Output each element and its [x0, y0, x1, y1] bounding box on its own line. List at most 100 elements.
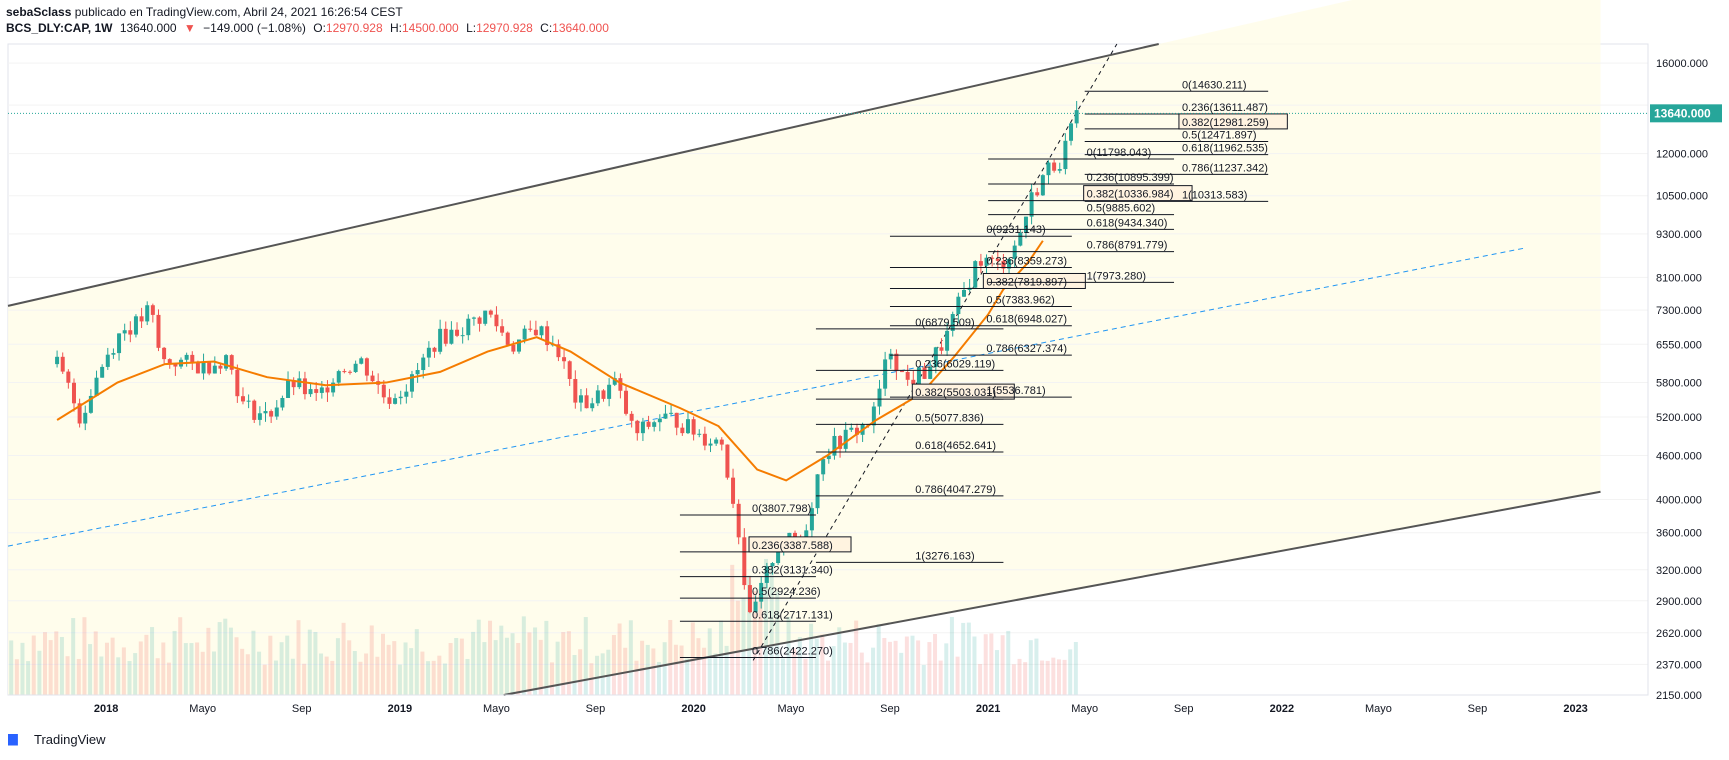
- candle-body: [1040, 175, 1045, 196]
- fib-level-label: 0.786(8791.779): [1087, 240, 1168, 252]
- volume-bar: [628, 620, 633, 695]
- candle-body: [1052, 162, 1057, 171]
- candle-body: [511, 344, 516, 352]
- volume-bar: [527, 632, 532, 695]
- candle-body: [77, 403, 82, 424]
- volume-bar: [386, 644, 391, 695]
- volume-bar: [910, 635, 915, 695]
- candle-body: [353, 363, 358, 373]
- volume-bar: [448, 643, 453, 695]
- volume-bar: [606, 649, 611, 695]
- volume-bar: [955, 656, 960, 695]
- volume-bar: [364, 653, 369, 695]
- volume-bar: [358, 661, 363, 695]
- tradingview-logo[interactable]: TradingView: [8, 732, 106, 747]
- volume-bar: [1056, 659, 1061, 695]
- candle-body: [877, 388, 882, 407]
- price-tick-label: 4000.000: [1656, 495, 1702, 507]
- time-tick-label: 2020: [681, 703, 705, 715]
- volume-bar: [713, 653, 718, 695]
- volume-bar: [121, 647, 126, 695]
- volume-bar: [657, 661, 662, 695]
- publish-line: sebaSclass publicado en TradingView.com,…: [6, 4, 613, 20]
- volume-bar: [493, 640, 498, 695]
- candle-body: [240, 396, 245, 402]
- volume-bar: [88, 644, 93, 695]
- candle-body: [663, 413, 668, 419]
- volume-bar: [71, 618, 76, 695]
- candle-body: [477, 317, 482, 324]
- low-label: L:: [466, 21, 477, 35]
- fib-level-label: 0.382(10336.984): [1087, 189, 1174, 201]
- volume-bar: [521, 616, 526, 695]
- volume-bar: [409, 648, 414, 695]
- candle-body: [815, 474, 820, 509]
- time-tick-label: Mayo: [483, 703, 510, 715]
- symbol-label[interactable]: BCS_DLY:CAP, 1W: [6, 21, 113, 35]
- volume-bar: [442, 663, 447, 695]
- time-tick-label: 2021: [976, 703, 1000, 715]
- candle-body: [843, 429, 848, 449]
- candle-body: [449, 329, 454, 344]
- volume-bar: [747, 575, 752, 695]
- fib-retracement-2: 0(6879.509) 0.236(6029.119) 0.382(5503.031…: [815, 317, 1015, 563]
- candle-body: [618, 378, 623, 391]
- candle-body: [1018, 232, 1023, 246]
- fib-level-label: 0.236(8359.273): [986, 255, 1067, 267]
- volume-bar: [921, 664, 926, 695]
- low-value: 12970.928: [476, 21, 533, 35]
- fib-level-label: 0.786(4047.279): [915, 484, 996, 496]
- candle-body: [274, 407, 279, 417]
- candle-body: [314, 389, 319, 393]
- candle-body: [443, 328, 448, 344]
- candle-body: [252, 400, 257, 420]
- publisher-name[interactable]: sebaSclass: [6, 5, 72, 19]
- volume-bar: [735, 600, 740, 695]
- time-tick-label: Mayo: [1071, 703, 1098, 715]
- volume-bar: [268, 635, 273, 695]
- high-value: 14500.000: [401, 21, 459, 35]
- volume-bar: [228, 627, 233, 695]
- volume-bar: [369, 625, 374, 695]
- volume-bar: [48, 640, 53, 695]
- fib-level-label: 0.236(13611.487): [1182, 102, 1268, 114]
- volume-bar: [983, 634, 988, 695]
- volume-bar: [690, 622, 695, 695]
- fib-level-label: 0.786(6327.374): [986, 343, 1067, 355]
- candle-body: [246, 400, 251, 402]
- volume-bar: [482, 642, 487, 695]
- fib-level-label: 0(14630.211): [1182, 79, 1247, 91]
- fib-retracement-4: 0(11798.043) 0.236(10895.399) 0.382(10336.…: [988, 147, 1193, 283]
- volume-bar: [420, 651, 425, 695]
- candle-body: [826, 455, 831, 460]
- moving-average-line: [56, 240, 1044, 482]
- fib-level-label: 0(9231.143): [986, 224, 1045, 236]
- candle-body: [900, 371, 905, 373]
- candle-body: [488, 310, 493, 315]
- volume-bar: [273, 660, 278, 695]
- volume-bar: [600, 653, 605, 695]
- volume-bar: [183, 643, 188, 695]
- price-tick-label: 12000.000: [1656, 149, 1708, 161]
- candle-body: [804, 530, 809, 543]
- candle-body: [742, 537, 747, 586]
- volume-bar: [673, 644, 678, 695]
- candle-body: [545, 326, 550, 346]
- candle-body: [922, 367, 927, 379]
- close-value: 13640.000: [552, 21, 609, 35]
- fib-level-label: 0.236(10895.399): [1087, 172, 1174, 184]
- candle-body: [567, 361, 572, 379]
- candle-body: [674, 412, 679, 428]
- candle-body: [635, 420, 640, 434]
- price-tick-label: 6550.000: [1656, 339, 1702, 351]
- last-price: 13640.000: [119, 21, 177, 35]
- candle-body: [1007, 258, 1012, 269]
- volume-bar: [640, 640, 645, 695]
- candle-body: [1029, 192, 1034, 217]
- candle-body: [708, 443, 713, 446]
- volume-bar: [1068, 649, 1073, 695]
- open-label: O:: [313, 21, 326, 35]
- volume-bar: [566, 631, 571, 695]
- volume-bar: [1062, 659, 1067, 695]
